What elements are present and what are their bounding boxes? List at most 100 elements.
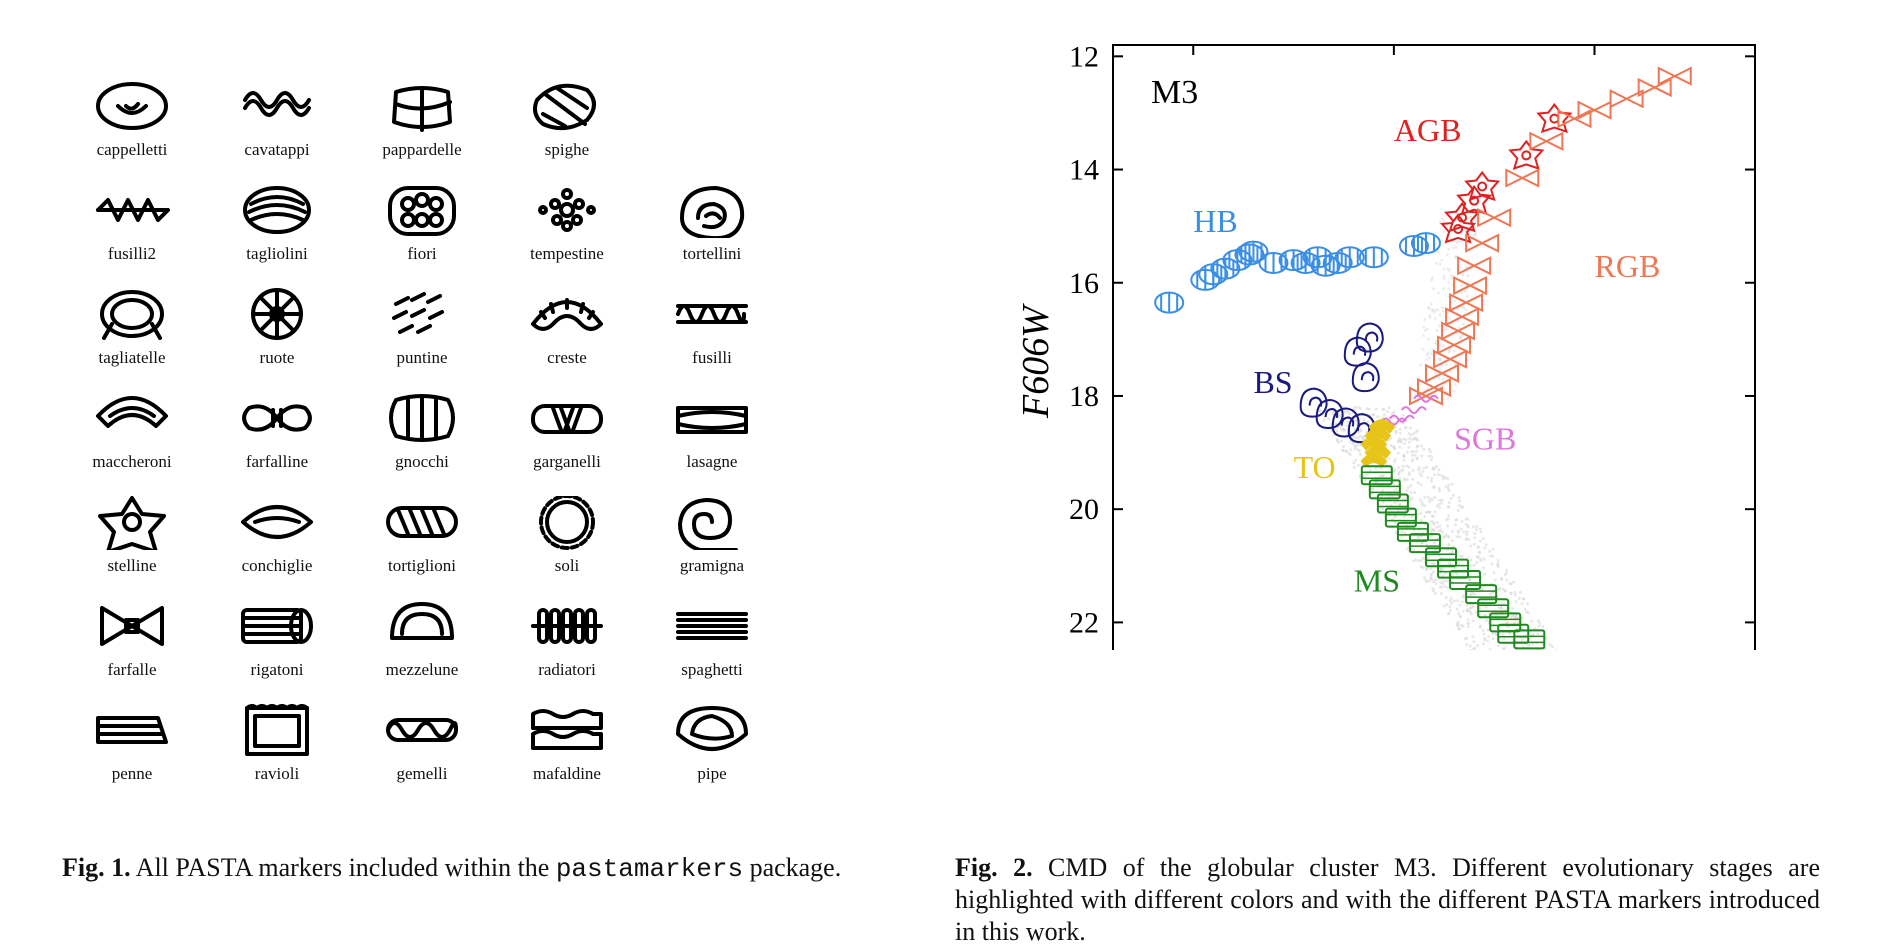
marker-label: maccheroni [92,452,172,471]
background-star [1420,454,1424,458]
background-star [1427,447,1431,451]
background-star [1408,426,1412,430]
background-star [1435,525,1439,529]
marker-cell: tagliolini [202,184,352,264]
marker-cell: pipe [637,704,787,784]
background-star [1444,485,1448,489]
data-point-rgb [1441,321,1476,341]
background-star [1354,435,1358,439]
data-point-rgb [1417,377,1451,398]
background-star [1427,306,1431,310]
y-axis-label: F606W [1015,303,1057,419]
background-star [1465,608,1469,612]
background-star [1353,427,1357,431]
background-star [1445,602,1449,606]
marker-cell: tortiglioni [347,496,497,576]
data-point-sgb [1401,406,1427,415]
background-star [1358,453,1362,457]
data-point-ms [1477,598,1510,619]
background-star [1449,496,1453,500]
data-point-hb [1310,254,1341,277]
background-star [1430,476,1434,480]
pipe-icon [676,706,748,751]
background-star [1448,605,1452,609]
background-star [1407,445,1411,449]
background-star [1442,229,1446,233]
background-star [1554,649,1558,650]
data-point-rgb [1437,335,1472,355]
background-star [1513,590,1517,594]
marker-cell: farfalle [57,600,207,680]
data-point-hb [1154,291,1185,314]
background-star [1450,539,1454,543]
background-star [1353,447,1357,451]
marker-label: gemelli [396,764,448,783]
data-point-agb [1456,185,1493,216]
background-star [1430,519,1434,523]
background-star [1352,461,1356,465]
background-star [1427,454,1431,458]
background-star [1431,580,1435,584]
background-star [1450,482,1454,486]
background-star [1458,603,1462,607]
spaghetti-icon [676,612,748,640]
background-star [1439,343,1443,347]
background-star [1376,415,1380,419]
background-star [1476,555,1480,559]
background-star [1407,465,1411,469]
background-star [1405,477,1409,481]
background-star [1496,564,1500,568]
background-star [1389,436,1393,440]
background-star [1486,628,1490,632]
background-star [1387,457,1391,461]
background-star [1420,474,1424,478]
background-star [1523,607,1527,611]
background-star [1444,596,1448,600]
background-star [1500,577,1504,581]
background-star [1394,520,1398,524]
background-star [1488,549,1492,553]
data-point-ms [1368,479,1401,500]
marker-label: garganelli [533,452,601,471]
background-star [1346,410,1350,414]
background-star [1473,531,1477,535]
background-star [1463,289,1467,293]
gemelli-icon [386,718,458,742]
background-star [1358,434,1362,438]
background-star [1454,245,1458,249]
background-star [1410,496,1414,500]
data-point-hb [1358,246,1389,269]
background-star [1410,514,1414,518]
background-star [1481,536,1485,540]
gnocchi-icon [389,394,455,442]
background-star [1426,351,1430,355]
background-star [1531,642,1535,646]
background-star [1419,483,1423,487]
background-star [1442,274,1446,278]
background-star [1424,578,1428,582]
background-star [1473,218,1477,222]
y-tick-label: 18 [1069,380,1099,413]
background-star [1437,250,1441,254]
fusilli-icon [676,304,748,324]
marker-label: gramigna [679,556,745,575]
background-star [1393,488,1397,492]
marker-cell: garganelli [492,392,642,472]
data-point-agb [1464,170,1501,202]
marker-cell: tempestine [492,184,642,264]
background-star [1431,570,1435,574]
farfalle-icon [100,606,164,646]
background-star [1440,258,1444,262]
background-star [1448,561,1452,565]
data-point-sgb [1381,417,1407,426]
data-point-ms [1465,584,1498,605]
background-star [1423,576,1427,580]
background-star [1438,524,1442,528]
background-star [1455,535,1459,539]
background-star [1409,484,1413,488]
background-star [1459,239,1463,243]
background-star [1447,501,1451,505]
marker-cell: spighe [492,80,642,160]
background-star [1334,422,1338,426]
data-point-bs [1355,322,1384,353]
